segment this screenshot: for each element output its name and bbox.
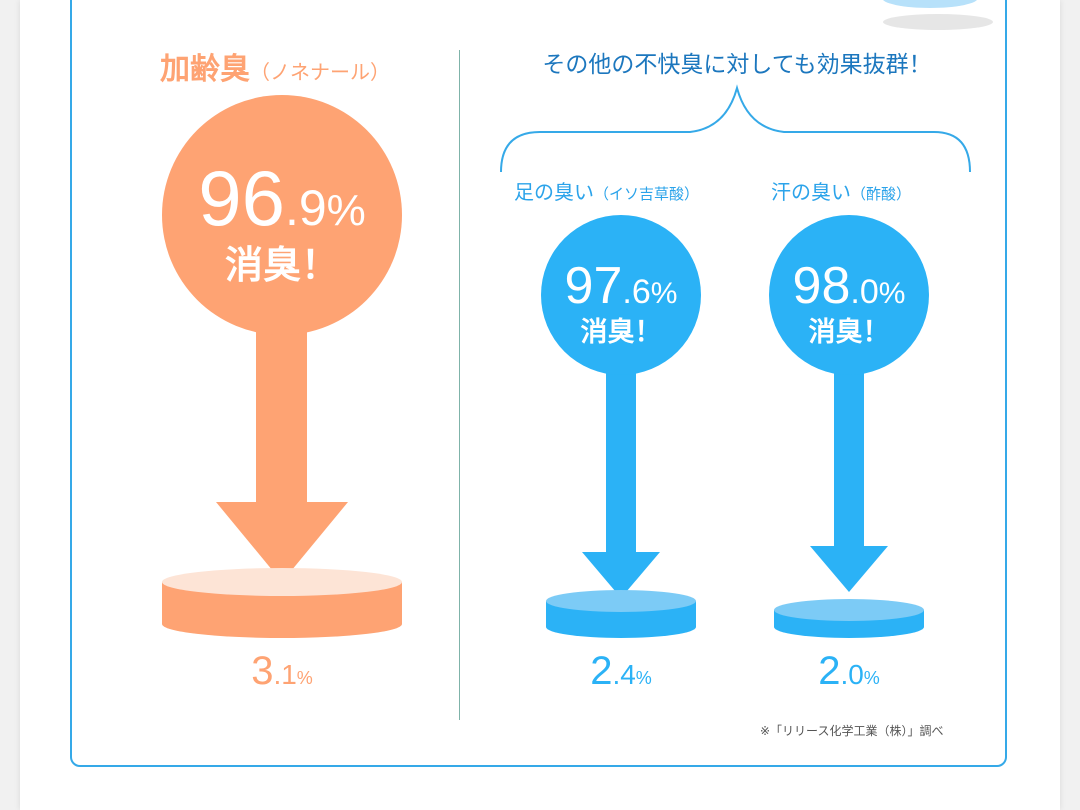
sweat-reduction-value: 98.0% bbox=[793, 257, 906, 315]
left-remaining-disc bbox=[162, 568, 402, 638]
left-reduction-bubble bbox=[162, 95, 402, 335]
left-remaining-value: 3.1% bbox=[251, 649, 313, 693]
left-arrow-shaft bbox=[256, 315, 307, 505]
sweat-arrow-head bbox=[810, 546, 888, 592]
foot-arrow-head bbox=[582, 552, 660, 598]
left-arrow-head bbox=[216, 502, 348, 582]
left-reduction-value: 96.9% bbox=[198, 154, 366, 242]
grouping-brace bbox=[500, 84, 971, 173]
foot-arrow-shaft bbox=[606, 360, 636, 555]
source-note: ※「リリース化学工業（株）」調べ bbox=[760, 724, 944, 738]
sweat-arrow-shaft bbox=[834, 360, 864, 550]
right-heading: その他の不快臭に対しても効果抜群！ bbox=[542, 52, 931, 78]
sweat-remaining-value: 2.0% bbox=[818, 649, 880, 693]
sweat-reduction-bubble bbox=[769, 215, 929, 375]
column-divider bbox=[459, 50, 460, 720]
left-reduction-label: 消臭！ bbox=[225, 243, 339, 287]
sweat-reduction-label: 消臭！ bbox=[809, 317, 890, 348]
foot-reduction-bubble bbox=[541, 215, 701, 375]
sweat-odor-title: 汗の臭い（酢酸） bbox=[771, 180, 911, 204]
foot-odor-title: 足の臭い（イソ吉草酸） bbox=[514, 180, 699, 204]
decorative-dish bbox=[882, 0, 993, 30]
left-title: 加齢臭（ノネナール） bbox=[160, 52, 390, 87]
sweat-remaining-disc bbox=[774, 599, 924, 638]
foot-reduction-value: 97.6% bbox=[565, 257, 678, 315]
foot-reduction-label: 消臭！ bbox=[581, 317, 662, 348]
foot-remaining-value: 2.4% bbox=[590, 649, 652, 693]
foot-remaining-disc bbox=[546, 590, 696, 638]
